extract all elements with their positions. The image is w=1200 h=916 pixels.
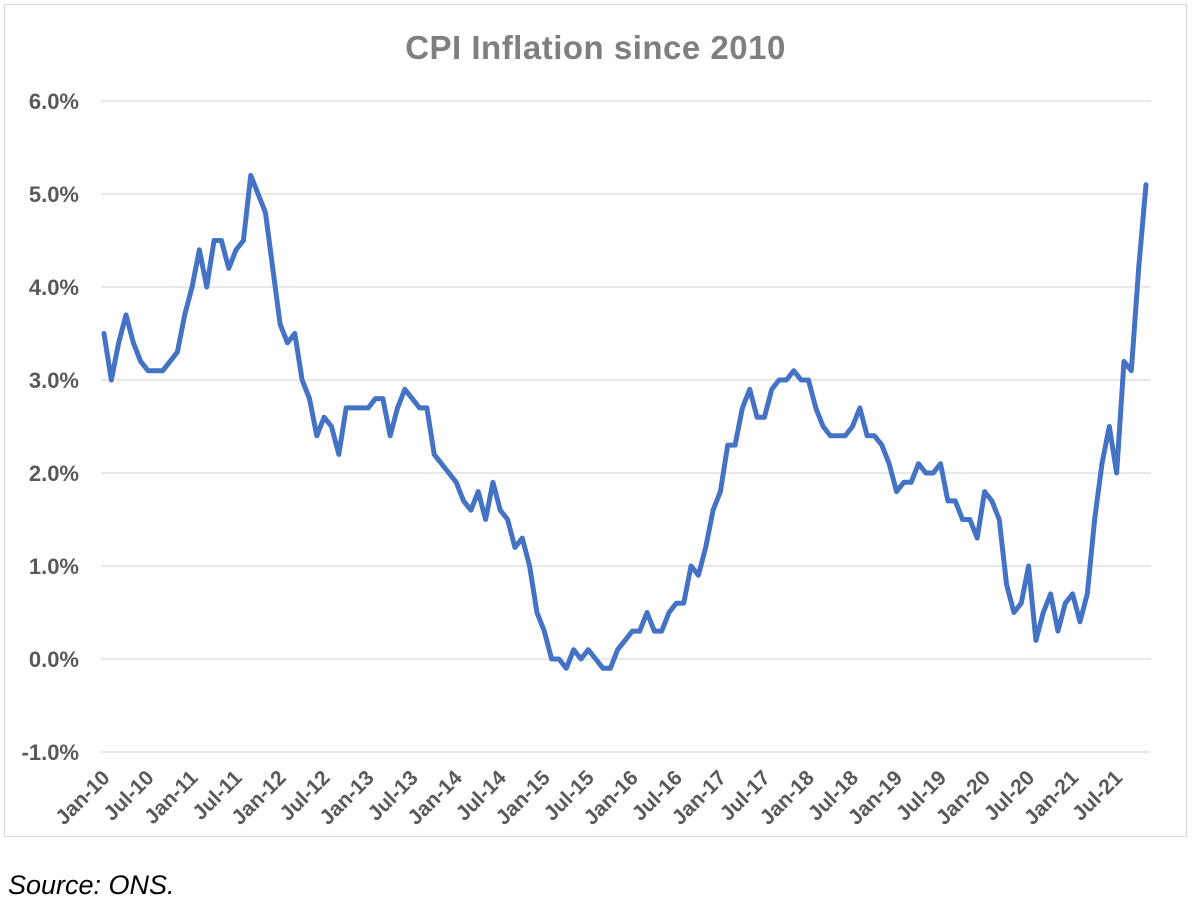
svg-text:Jul-21: Jul-21 xyxy=(1068,766,1127,825)
chart-title: CPI Inflation since 2010 xyxy=(405,29,786,66)
svg-text:2.0%: 2.0% xyxy=(29,461,79,486)
svg-text:3.0%: 3.0% xyxy=(29,368,79,393)
source-note: Source: ONS. xyxy=(8,870,175,900)
cpi-line-chart-plot: 6.0%5.0%4.0%3.0%2.0%1.0%0.0%-1.0%Jan-10J… xyxy=(22,89,1151,830)
x-axis-tick-labels: Jan-10Jul-10Jan-11Jul-11Jan-12Jul-12Jan-… xyxy=(51,766,1127,830)
cpi-inflation-line xyxy=(101,172,1149,671)
svg-text:5.0%: 5.0% xyxy=(29,182,79,207)
svg-text:0.0%: 0.0% xyxy=(29,647,79,672)
svg-text:1.0%: 1.0% xyxy=(29,554,79,579)
chart-area: CPI Inflation since 2010 6.0% 5.0% 4.0% 3.0… xyxy=(4,4,1187,837)
svg-text:-1.0%: -1.0% xyxy=(22,740,79,765)
svg-text:Jan-10: Jan-10 xyxy=(51,766,114,829)
y-axis-tick-labels: 6.0% 5.0% 4.0% 3.0% 2.0% 1.0% 0.0% -1.0% xyxy=(22,89,79,765)
svg-text:4.0%: 4.0% xyxy=(29,275,79,300)
svg-text:6.0%: 6.0% xyxy=(29,89,79,114)
